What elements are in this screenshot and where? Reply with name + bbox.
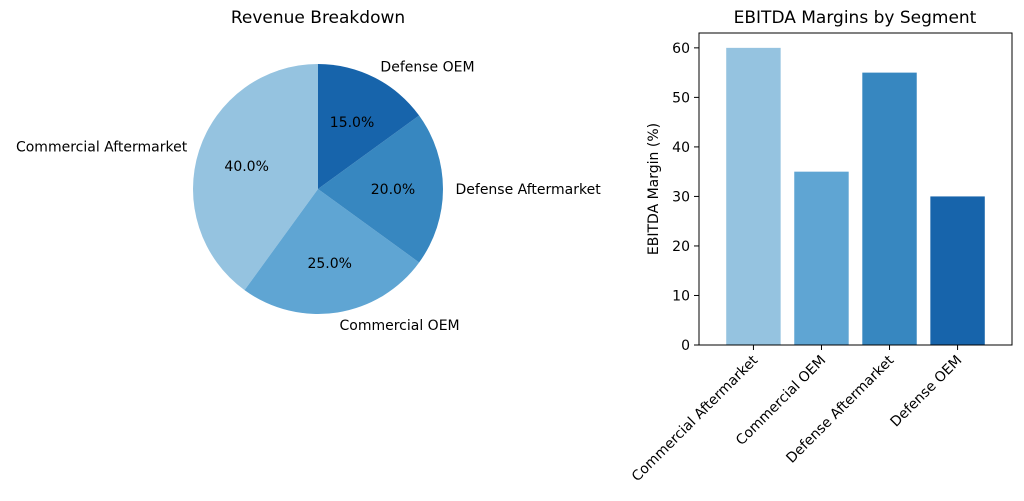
pie-title: Revenue Breakdown <box>231 8 405 28</box>
bar-defense-oem <box>930 196 985 345</box>
pie-pct-label-commercial-aftermarket: 40.0% <box>224 159 268 175</box>
y-tick-label: 0 <box>681 338 690 354</box>
y-tick-label: 10 <box>672 288 690 304</box>
y-tick-label: 60 <box>672 41 690 57</box>
pie-slice-defense-aftermarket <box>318 115 444 263</box>
bars <box>726 47 985 345</box>
pie-category-label-defense-aftermarket: Defense Aftermarket <box>456 182 602 198</box>
y-tick-label: 40 <box>672 140 690 156</box>
pie-slice-commercial-oem <box>244 189 420 315</box>
y-tick-label: 50 <box>672 90 690 106</box>
pie-labels: 40.0% Commercial Aftermarket 25.0% Commerci… <box>16 59 601 333</box>
pie-slice-defense-oem <box>318 63 420 189</box>
bar-title: EBITDA Margins by Segment <box>734 8 977 28</box>
bar-commercial-oem <box>794 171 849 345</box>
pie-category-label-commercial-oem: Commercial OEM <box>340 318 460 334</box>
pie-slice-commercial-aftermarket <box>193 64 318 291</box>
bar-defense-aftermarket <box>862 72 917 345</box>
x-tick-label-commercial-aftermarket: Commercial Aftermarket <box>629 352 762 485</box>
plot-frame <box>698 32 1013 346</box>
pie-pct-label-defense-aftermarket: 20.0% <box>371 182 415 198</box>
x-tick-label-defense-oem: Defense OEM <box>888 353 966 431</box>
pie-chart: Revenue Breakdown 40.0% Commercial Afterm… <box>16 8 601 334</box>
pie-pct-label-commercial-oem: 25.0% <box>307 256 351 272</box>
bar-chart: EBITDA Margins by Segment 0102030405060 … <box>629 8 1013 485</box>
y-axis-label: EBITDA Margin (%) <box>646 123 662 255</box>
y-tick-label: 30 <box>672 189 690 205</box>
pie-pct-label-defense-oem: 15.0% <box>330 115 374 131</box>
pie-category-label-commercial-aftermarket: Commercial Aftermarket <box>16 140 188 156</box>
bar-commercial-aftermarket <box>726 47 781 345</box>
y-tick-label: 20 <box>672 239 690 255</box>
y-axis-ticks: 0 10 20 30 40 50 60 <box>672 41 699 354</box>
pie-slices <box>193 63 444 315</box>
pie-category-label-defense-oem: Defense OEM <box>380 59 474 75</box>
